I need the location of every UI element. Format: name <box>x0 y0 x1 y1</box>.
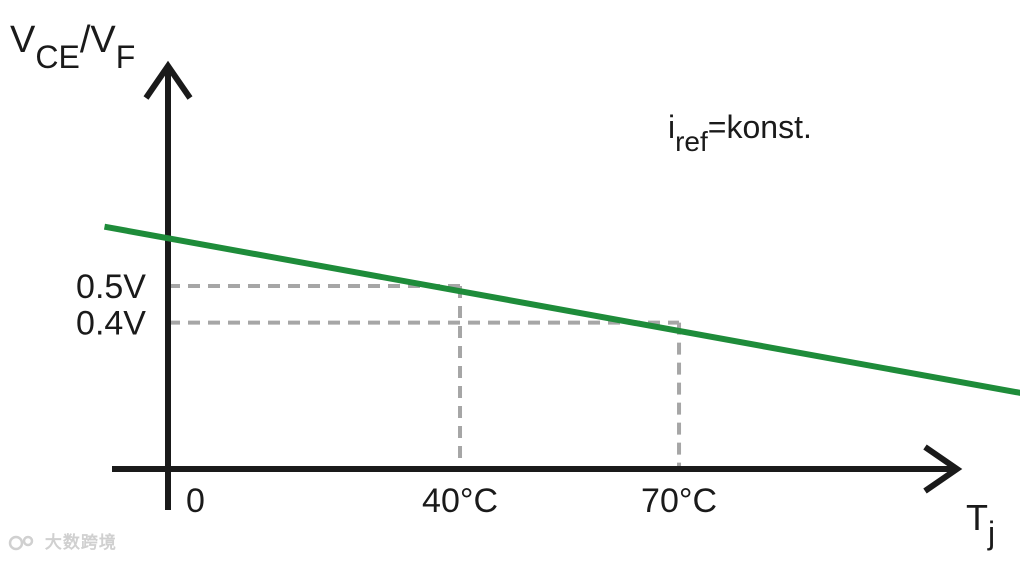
y-tick-label-0: 0.5V <box>76 268 146 306</box>
origin-label: 0 <box>186 482 205 520</box>
series-layer <box>103 223 1020 396</box>
series-line-0 <box>103 223 1020 396</box>
reference-lines <box>168 284 682 469</box>
y-axis-label: VCE/VF <box>10 19 135 75</box>
annotation-label: iref=konst. <box>668 109 812 157</box>
y-axis-label-sub1: CE <box>35 39 79 75</box>
y-axis-label-slash: /V <box>80 19 117 61</box>
axes <box>112 60 963 510</box>
annotation-sub: ref <box>675 126 708 157</box>
watermark: 大数跨境 <box>8 528 117 553</box>
tick-labels: 40°C 70°C 0.5V0.4V <box>76 268 717 520</box>
y-tick-label-1: 0.4V <box>76 305 146 343</box>
y-axis-label-main: V <box>10 19 36 61</box>
watermark-text: 大数跨境 <box>44 533 117 553</box>
x-axis-label: Tj <box>966 497 995 551</box>
annotation-main: i <box>668 109 675 145</box>
x-axis-arrow <box>923 444 963 494</box>
y-axis-arrow <box>143 60 193 100</box>
x-tick-label-1: 70°C <box>641 482 717 520</box>
x-tick-label-0: 40°C <box>422 482 498 520</box>
x-axis-label-sub: j <box>987 515 995 551</box>
annotation-rest: =konst. <box>708 109 812 145</box>
y-axis-label-sub2: F <box>116 39 136 75</box>
x-axis-label-main: T <box>966 497 988 538</box>
watermark-logo-icon <box>8 535 34 551</box>
